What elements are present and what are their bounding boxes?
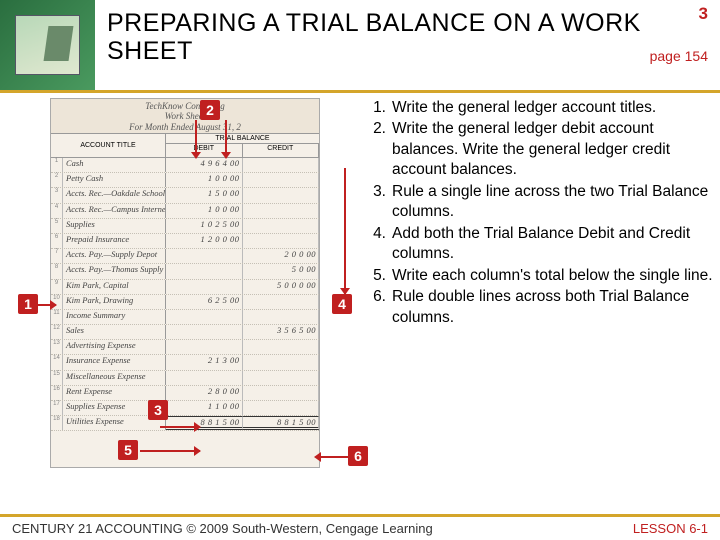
ws-row: 6Prepaid Insurance1 2 0 0 00 [51,234,319,249]
ws-row: 2Petty Cash1 0 0 00 [51,173,319,188]
ws-row: 13Advertising Expense [51,340,319,355]
ws-row: 4Accts. Rec.—Campus Internet Cafe1 0 0 0… [51,204,319,219]
ws-row: 5Supplies1 0 2 5 00 [51,219,319,234]
ws-company: TechKnow Consulting [51,101,319,111]
step-item: 2.Write the general ledger debit account… [370,119,714,180]
ws-row: 11Income Summary [51,310,319,325]
ws-doc: Work Sheet [51,111,319,121]
ws-row: 10Kim Park, Drawing6 2 5 00 [51,295,319,310]
worksheet-heading: TechKnow Consulting Work Sheet For Month… [51,99,319,134]
instruction-steps: 1.Write the general ledger account title… [370,98,714,329]
slide-header: 3 PREPARING A TRIAL BALANCE ON A WORK SH… [0,0,720,90]
ws-row: 9Kim Park, Capital5 0 0 0 00 [51,280,319,295]
col-trial-balance: TRIAL BALANCE [166,134,319,144]
ws-row: 1Cash4 9 6 4 00 [51,158,319,173]
ws-row: 18Utilities Expense8 8 1 5 008 8 1 5 00 [51,416,319,431]
slide-title: PREPARING A TRIAL BALANCE ON A WORK SHEE… [107,10,710,65]
page-reference: page 154 [650,48,708,64]
step-item: 6.Rule double lines across both Trial Ba… [370,287,714,328]
callout-1: 1 [18,294,38,314]
ws-row: 12Sales3 5 6 5 00 [51,325,319,340]
ws-row: 3Accts. Rec.—Oakdale School1 5 0 00 [51,188,319,203]
worksheet-column-headers: ACCOUNT TITLE TRIAL BALANCE DEBIT CREDIT [51,134,319,158]
step-item: 5.Write each column's total below the si… [370,266,714,286]
col-credit: CREDIT [243,144,320,157]
arrow-5 [140,450,200,452]
ws-row: 15Miscellaneous Expense [51,371,319,386]
ws-row: 17Supplies Expense1 1 0 00 [51,401,319,416]
ws-row: 16Rent Expense2 8 0 00 [51,386,319,401]
arrow-1 [38,304,56,306]
arrow-4-line [344,168,346,294]
ws-row: 14Insurance Expense2 1 3 00 [51,355,319,370]
col-account-title: ACCOUNT TITLE [51,134,166,157]
ws-row: 8Accts. Pay.—Thomas Supply Co.5 0 00 [51,264,319,279]
arrow-6 [320,456,348,458]
copyright-text: CENTURY 21 ACCOUNTING © 2009 South-Weste… [12,521,433,536]
worksheet-rows: 1Cash4 9 6 4 002Petty Cash1 0 0 003Accts… [51,158,319,431]
step-item: 1.Write the general ledger account title… [370,98,714,118]
textbook-logo [0,0,95,90]
callout-2: 2 [200,100,220,120]
content-area: TechKnow Consulting Work Sheet For Month… [0,98,720,512]
arrow-2a [195,120,197,158]
ws-row: 7Accts. Pay.—Supply Depot2 0 0 00 [51,249,319,264]
arrow-2b [225,120,227,158]
col-debit: DEBIT [166,144,243,157]
title-block: 3 PREPARING A TRIAL BALANCE ON A WORK SH… [95,0,720,90]
step-item: 3.Rule a single line across the two Tria… [370,182,714,223]
arrow-3 [160,426,200,428]
ws-period: For Month Ended August 31, 2 [51,122,319,132]
slide-number: 3 [699,4,708,24]
slide-footer: CENTURY 21 ACCOUNTING © 2009 South-Weste… [0,514,720,540]
callout-6: 6 [348,446,368,466]
callout-3: 3 [148,400,168,420]
divider-top [0,90,720,93]
worksheet-image: TechKnow Consulting Work Sheet For Month… [50,98,320,468]
step-item: 4.Add both the Trial Balance Debit and C… [370,224,714,265]
callout-5: 5 [118,440,138,460]
lesson-label: LESSON 6-1 [633,521,708,536]
